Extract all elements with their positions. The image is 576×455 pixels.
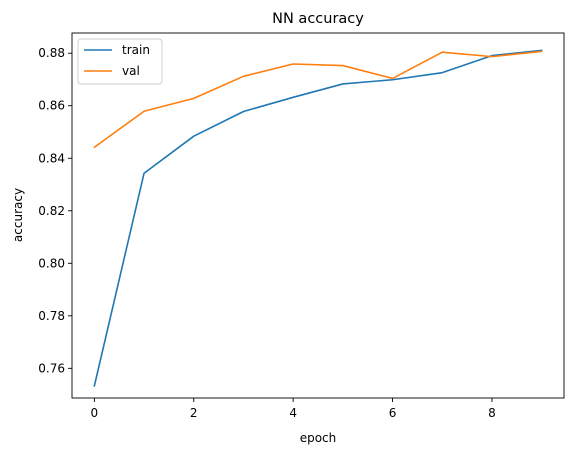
y-tick-label: 0.80	[38, 256, 65, 270]
series-layer	[93, 49, 543, 387]
plot-frame	[71, 32, 565, 399]
y-tick-label: 0.84	[38, 151, 65, 165]
x-axis-ticks: 0 2 4 6 8	[91, 398, 496, 420]
x-tick-label: 2	[190, 406, 198, 420]
y-axis-title: accuracy	[11, 188, 25, 242]
x-tick-label: 4	[289, 406, 297, 420]
y-tick-label: 0.86	[38, 99, 65, 113]
series-line-val	[93, 50, 543, 149]
y-tick-label: 0.76	[38, 361, 65, 375]
x-tick-label: 6	[389, 406, 397, 420]
chart-title: NN accuracy	[272, 11, 364, 27]
x-tick-label: 0	[91, 406, 99, 420]
y-tick-label: 0.78	[38, 309, 65, 323]
legend-label-train: train	[122, 43, 150, 57]
x-axis-title: epoch	[300, 431, 337, 445]
y-tick-label: 0.88	[38, 46, 65, 60]
x-tick-label: 8	[488, 406, 496, 420]
series-line-train	[93, 49, 543, 387]
y-tick-label: 0.82	[38, 204, 65, 218]
legend: train val	[77, 38, 163, 85]
y-axis-ticks: 0.76 0.78 0.80 0.82 0.84 0.86 0.88	[38, 46, 72, 375]
legend-label-val: val	[122, 64, 140, 78]
